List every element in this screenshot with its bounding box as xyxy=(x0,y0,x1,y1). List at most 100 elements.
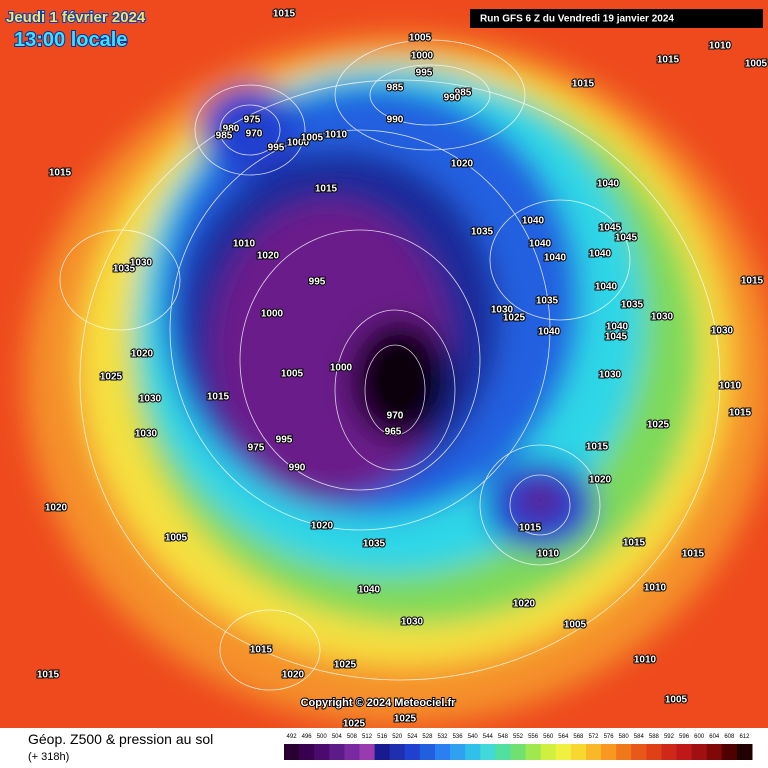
colorbar-label: 608 xyxy=(724,734,735,740)
colorbar-label: 568 xyxy=(573,734,584,740)
colorbar-swatch xyxy=(510,744,527,760)
pressure-label: 1040 xyxy=(597,179,620,190)
colorbar-swatch xyxy=(646,744,662,760)
colorbar-swatch xyxy=(631,744,647,760)
pressure-label: 990 xyxy=(387,115,404,126)
colorbar-label: 512 xyxy=(362,734,373,740)
pressure-label: 1030 xyxy=(491,305,514,316)
pressure-label: 1015 xyxy=(37,670,60,681)
pressure-label: 1025 xyxy=(334,660,357,671)
pressure-label: 1000 xyxy=(411,51,434,62)
colorbar-label: 516 xyxy=(377,734,388,740)
pressure-label: 1020 xyxy=(451,159,474,170)
colorbar-swatch xyxy=(374,744,391,760)
colorbar-label: 532 xyxy=(438,734,449,740)
pressure-label: 985 xyxy=(387,83,404,94)
pressure-label: 1045 xyxy=(599,223,622,234)
colorbar-swatch xyxy=(299,744,315,760)
pressure-label: 1030 xyxy=(651,312,674,323)
colorbar-label: 556 xyxy=(528,734,539,740)
pressure-label: 1040 xyxy=(529,239,552,250)
pressure-label: 1015 xyxy=(250,645,273,656)
pressure-label: 1020 xyxy=(45,503,68,514)
pressure-label: 1030 xyxy=(711,326,734,337)
run-label: Run GFS 6 Z du Vendredi 19 janvier 2024 xyxy=(480,14,674,25)
colorbar-swatch xyxy=(284,744,300,760)
colorbar-label: 580 xyxy=(619,734,630,740)
pressure-label: 1025 xyxy=(394,714,417,725)
pressure-label: 1015 xyxy=(49,168,72,179)
pressure-label: 1010 xyxy=(644,583,667,594)
pressure-label: 1020 xyxy=(513,599,536,610)
colorbar-label: 528 xyxy=(422,734,433,740)
colorbar-swatch xyxy=(404,744,421,760)
pressure-label: 990 xyxy=(444,93,461,104)
pressure-label: 995 xyxy=(309,277,326,288)
colorbar-label: 536 xyxy=(453,734,464,740)
colorbar-label: 612 xyxy=(739,734,750,740)
colorbar-swatch xyxy=(601,744,617,760)
pressure-label: 970 xyxy=(387,411,404,422)
pressure-label: 1015 xyxy=(519,523,542,534)
colorbar-swatch xyxy=(706,744,723,760)
pressure-label: 1045 xyxy=(605,332,628,343)
pressure-label: 1000 xyxy=(287,138,310,149)
colorbar-label: 492 xyxy=(287,734,298,740)
colorbar-swatch xyxy=(721,744,738,760)
colorbar-swatch xyxy=(570,744,587,760)
pressure-label: 1015 xyxy=(572,79,595,90)
pressure-label: 1005 xyxy=(745,59,768,70)
pressure-label: 1030 xyxy=(139,394,162,405)
pressure-label: 1030 xyxy=(599,370,622,381)
pressure-label: 1025 xyxy=(100,372,123,383)
pressure-label: 1035 xyxy=(471,227,494,238)
pressure-label: 990 xyxy=(289,463,306,474)
pressure-label: 1010 xyxy=(537,549,560,560)
pressure-label: 1005 xyxy=(165,533,188,544)
pressure-label: 975 xyxy=(248,443,265,454)
colorbar-swatch xyxy=(389,744,406,760)
pressure-label: 1010 xyxy=(325,130,348,141)
pressure-label: 1020 xyxy=(131,349,154,360)
colorbar-label: 540 xyxy=(468,734,479,740)
pressure-label: 995 xyxy=(268,143,285,154)
copyright: Copyright © 2024 Meteociel.fr xyxy=(301,697,457,709)
pressure-label: 1025 xyxy=(647,420,670,431)
pressure-label: 1030 xyxy=(135,429,158,440)
pressure-label: 1010 xyxy=(719,381,742,392)
colorbar-label: 548 xyxy=(498,734,509,740)
colorbar-swatch xyxy=(419,744,436,760)
pressure-label: 975 xyxy=(244,115,261,126)
pressure-label: 970 xyxy=(246,129,263,140)
colorbar-label: 508 xyxy=(347,734,358,740)
colorbar-label: 572 xyxy=(588,734,599,740)
pressure-label: 1015 xyxy=(207,392,230,403)
geopotential-field xyxy=(25,35,768,725)
pressure-label: 1015 xyxy=(273,9,296,20)
colorbar-label: 584 xyxy=(634,734,645,740)
colorbar-label: 500 xyxy=(317,734,328,740)
colorbar-label: 588 xyxy=(649,734,660,740)
colorbar-swatch xyxy=(661,744,678,760)
colorbar-swatch xyxy=(585,744,602,760)
pressure-label: 1040 xyxy=(538,327,561,338)
colorbar-label: 592 xyxy=(664,734,675,740)
pressure-label: 985 xyxy=(455,88,472,99)
pressure-label: 985 xyxy=(216,131,233,142)
colorbar-label: 604 xyxy=(709,734,720,740)
time-label: 13:00 locale xyxy=(14,29,127,51)
colorbar-swatch xyxy=(329,744,345,760)
colorbar-swatch xyxy=(555,744,572,760)
colorbar-label: 600 xyxy=(694,734,705,740)
colorbar-swatch xyxy=(736,744,753,760)
pressure-label: 1000 xyxy=(261,309,284,320)
pressure-label: 1030 xyxy=(130,258,153,269)
pressure-label: 1020 xyxy=(589,475,612,486)
pressure-label: 1025 xyxy=(343,719,366,730)
pressure-label: 1020 xyxy=(311,521,334,532)
footer-lead: (+ 318h) xyxy=(28,751,69,763)
colorbar-swatch xyxy=(540,744,557,760)
